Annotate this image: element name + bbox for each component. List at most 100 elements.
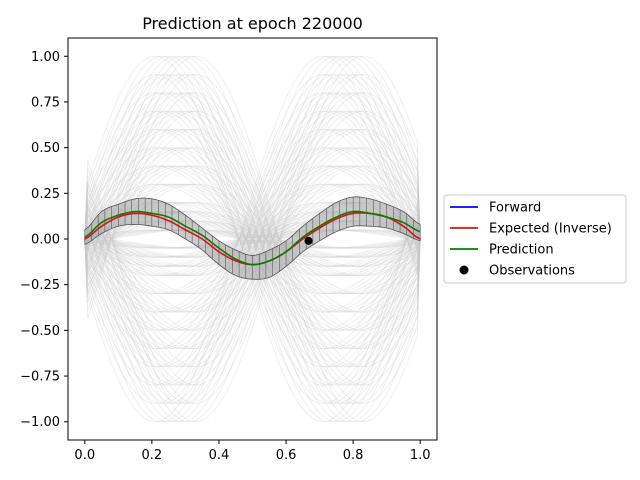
x-tick-label: 0.8 [343, 448, 364, 463]
y-tick-label: 1.00 [31, 50, 60, 65]
sample-curve [84, 74, 421, 404]
sample-curve [84, 55, 421, 423]
sample-curve [84, 110, 421, 368]
sample-curve [84, 165, 421, 313]
sample-curve [84, 92, 421, 386]
sample-curve [84, 110, 421, 368]
sample-curve [84, 55, 421, 423]
sample-curve [84, 165, 421, 313]
sample-curve [84, 229, 421, 249]
sample-curve [84, 55, 421, 423]
sample-curve [84, 92, 421, 386]
sample-curve [84, 110, 421, 368]
sample-curve [84, 110, 421, 368]
legend-label: Prediction [489, 243, 554, 258]
series-lines [84, 210, 421, 266]
sample-curve [84, 165, 421, 313]
sample-curve [84, 74, 421, 404]
sample-curve [84, 220, 421, 258]
sample-curve [84, 74, 421, 404]
sample-curve [84, 147, 421, 331]
sample-curve [84, 128, 421, 350]
sample-curve [84, 92, 421, 386]
sample-curve [84, 55, 421, 423]
sample-curve [84, 229, 421, 249]
sample-curve [84, 229, 421, 249]
sample-curve [84, 183, 421, 295]
sample-curve [84, 55, 421, 423]
legend-label: Forward [489, 201, 541, 216]
background-sample-curves [84, 55, 421, 423]
sample-curve [84, 128, 421, 350]
sample-curve [84, 147, 421, 331]
legend-swatch-observations [459, 265, 469, 275]
sample-curve [84, 183, 421, 295]
sample-curve [84, 74, 421, 404]
sample-curve [84, 183, 421, 295]
sample-curve [84, 110, 421, 368]
sample-curve [84, 147, 421, 331]
sample-curve [84, 229, 421, 249]
sample-curve [84, 229, 421, 249]
sample-curve [84, 110, 421, 368]
sample-curve [84, 128, 421, 350]
band-upper-edge [84, 196, 421, 256]
x-tick-label: 0.0 [74, 448, 95, 463]
sample-curve [84, 55, 421, 423]
legend-label: Observations [489, 264, 575, 279]
sample-curve [84, 220, 421, 258]
sample-curve [84, 55, 421, 423]
sample-curve [84, 128, 421, 350]
observation-point [304, 236, 313, 245]
sample-curve [84, 92, 421, 386]
sample-curve [84, 128, 421, 350]
sample-curve [84, 55, 421, 423]
sample-curve [84, 74, 421, 404]
y-tick-label: 0.50 [31, 141, 60, 156]
sample-curve [84, 74, 421, 404]
sample-curve [84, 220, 421, 258]
sample-curve [84, 92, 421, 386]
y-tick-label: −1.00 [20, 415, 60, 430]
sample-curve [84, 128, 421, 350]
x-tick-label: 0.2 [142, 448, 163, 463]
y-tick-label: 0.75 [31, 95, 60, 110]
sample-curve [84, 147, 421, 331]
legend: Forward Expected (Inverse) Prediction Obser… [443, 194, 627, 284]
chart-title: Prediction at epoch 220000 [142, 14, 363, 33]
sample-curve [84, 229, 421, 249]
sample-curve [84, 229, 421, 249]
sample-curve [84, 55, 421, 423]
sample-curve [84, 183, 421, 295]
sample-curve [84, 183, 421, 295]
sample-curve [84, 229, 421, 249]
sample-curve [84, 74, 421, 404]
sample-curve [84, 92, 421, 386]
y-tick-label: −0.50 [20, 324, 60, 339]
sample-curve [84, 55, 421, 423]
sample-curve [84, 110, 421, 368]
sample-curve [84, 229, 421, 249]
sample-curve [84, 147, 421, 331]
sample-curve [84, 147, 421, 331]
sample-curve [84, 165, 421, 313]
sample-curve [84, 74, 421, 404]
legend-box [443, 194, 627, 284]
sample-curve [84, 183, 421, 295]
sample-curve [84, 229, 421, 249]
sample-curve [84, 229, 421, 249]
y-tick-label: 0.00 [31, 233, 60, 248]
sample-curve [84, 55, 421, 423]
sample-curve [84, 147, 421, 331]
y-tick-label: −0.25 [20, 278, 60, 293]
sample-curve [84, 110, 421, 368]
sample-curve [84, 229, 421, 249]
sample-curve [84, 165, 421, 313]
y-axis-ticks: 1.00 0.75 0.50 0.25 0.00 −0.25 −0.50 −0.75 −1.00 [20, 50, 68, 430]
observation-points [304, 236, 313, 245]
sample-curve [84, 74, 421, 404]
sample-curve [84, 147, 421, 331]
sample-curve [84, 229, 421, 249]
y-tick-label: 0.25 [31, 187, 60, 202]
